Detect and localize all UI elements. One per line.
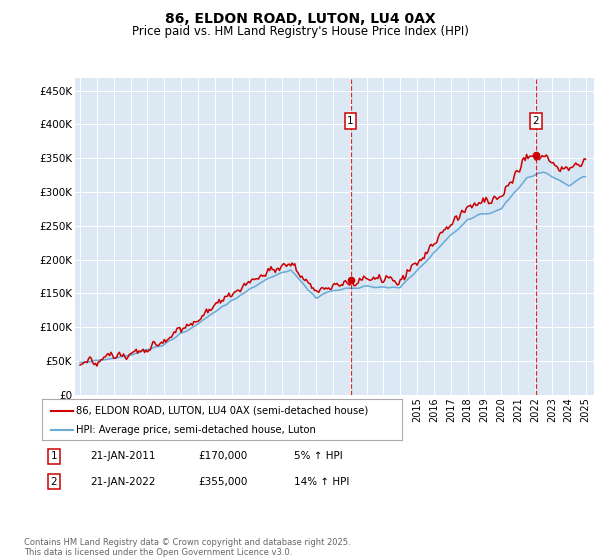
Text: 1: 1 <box>347 116 354 126</box>
Text: £355,000: £355,000 <box>198 477 247 487</box>
Text: 21-JAN-2011: 21-JAN-2011 <box>90 451 155 461</box>
Text: 2: 2 <box>50 477 58 487</box>
Text: £170,000: £170,000 <box>198 451 247 461</box>
Text: 5% ↑ HPI: 5% ↑ HPI <box>294 451 343 461</box>
Text: Price paid vs. HM Land Registry's House Price Index (HPI): Price paid vs. HM Land Registry's House … <box>131 25 469 38</box>
Text: 21-JAN-2022: 21-JAN-2022 <box>90 477 155 487</box>
Text: HPI: Average price, semi-detached house, Luton: HPI: Average price, semi-detached house,… <box>76 424 316 435</box>
Text: 86, ELDON ROAD, LUTON, LU4 0AX (semi-detached house): 86, ELDON ROAD, LUTON, LU4 0AX (semi-det… <box>76 405 368 416</box>
Text: 86, ELDON ROAD, LUTON, LU4 0AX: 86, ELDON ROAD, LUTON, LU4 0AX <box>164 12 436 26</box>
Text: 14% ↑ HPI: 14% ↑ HPI <box>294 477 349 487</box>
Text: 2: 2 <box>533 116 539 126</box>
Text: Contains HM Land Registry data © Crown copyright and database right 2025.
This d: Contains HM Land Registry data © Crown c… <box>24 538 350 557</box>
Text: 1: 1 <box>50 451 58 461</box>
